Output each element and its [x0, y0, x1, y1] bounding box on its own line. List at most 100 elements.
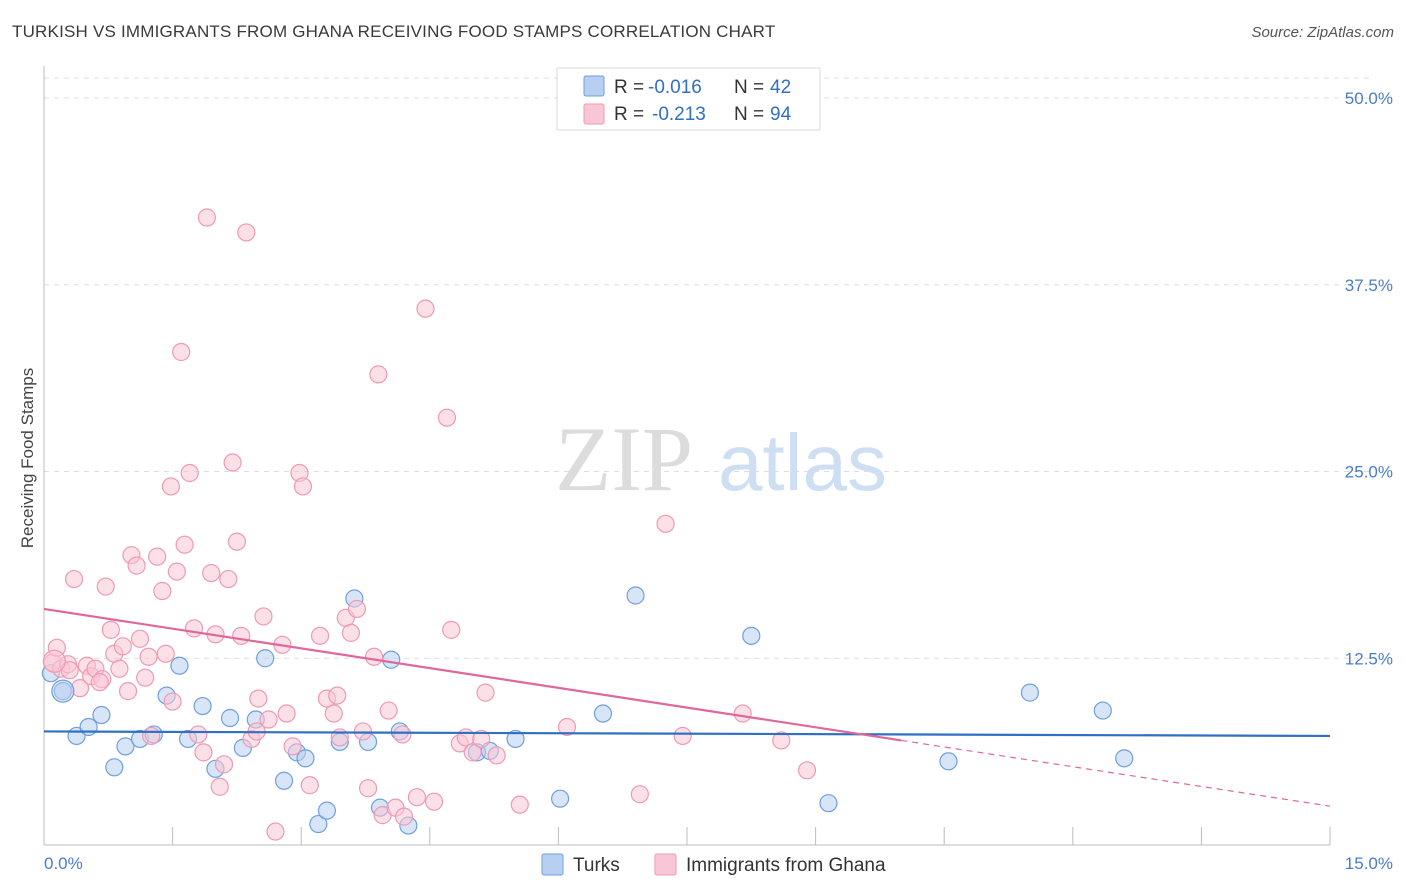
tick-labels: 12.5% 25.0% 37.5% 50.0% 0.0% 15.0%	[44, 89, 1393, 873]
legend-n-label-1: N =	[734, 77, 764, 98]
series-legend: Turks Immigrants from Ghana	[541, 853, 886, 876]
legend-n-label-2: N =	[734, 104, 764, 125]
y-tick-label: 50.0%	[1345, 89, 1393, 108]
point-ghana	[219, 569, 238, 589]
point-ghana	[90, 673, 109, 692]
watermark-zip: ZIP	[555, 408, 693, 510]
trend-lines	[43, 607, 1331, 807]
point-ghana	[202, 563, 221, 583]
point-ghana	[300, 776, 319, 795]
point-ghana	[283, 737, 302, 756]
point-ghana	[127, 556, 146, 575]
point-turks	[506, 729, 525, 749]
x-tick-label: 0.0%	[44, 854, 83, 873]
point-turks	[593, 704, 613, 723]
point-turks	[382, 650, 401, 669]
point-ghana	[153, 581, 172, 601]
legend-n-value-1: 42	[770, 77, 791, 98]
point-turks	[256, 649, 275, 668]
point-ghana	[254, 607, 273, 626]
point-ghana	[630, 785, 649, 804]
legend-r-label-1: R =	[614, 77, 644, 98]
point-ghana	[197, 208, 216, 227]
point-ghana	[328, 686, 347, 705]
point-turks	[1093, 701, 1112, 720]
point-ghana	[393, 725, 412, 744]
point-ghana	[656, 514, 675, 533]
legend-n-value-2: 94	[770, 104, 792, 125]
point-ghana	[407, 788, 427, 807]
point-ghana	[797, 761, 817, 780]
point-ghana	[310, 626, 330, 645]
point-turks	[170, 656, 189, 675]
point-ghana	[341, 623, 361, 642]
chart-source: Source: ZipAtlas.com	[1251, 24, 1394, 41]
bottom-legend-label-turks: Turks	[573, 855, 620, 876]
bottom-legend-label-ghana: Immigrants from Ghana	[686, 855, 886, 876]
point-ghana	[266, 822, 285, 841]
point-ghana	[130, 629, 150, 648]
point-turks	[79, 717, 98, 737]
point-turks	[939, 752, 958, 771]
point-ghana	[101, 620, 120, 639]
point-ghana	[416, 299, 435, 318]
point-turks	[742, 626, 761, 645]
point-ghana	[324, 704, 343, 723]
point-ghana	[472, 729, 491, 749]
point-ghana	[210, 777, 229, 796]
point-ghana	[442, 620, 461, 639]
point-ghana	[358, 779, 378, 798]
point-ghana	[424, 792, 444, 811]
legend-r-value-2: -0.213	[652, 104, 706, 125]
point-turks	[626, 586, 645, 605]
point-ghana	[237, 223, 256, 242]
point-ghana	[214, 755, 234, 774]
point-ghana	[487, 746, 506, 765]
point-ghana	[277, 704, 296, 723]
point-ghana	[293, 477, 313, 496]
point-turks	[551, 789, 570, 808]
point-ghana	[510, 795, 529, 814]
point-ghana	[227, 532, 246, 551]
chart-title: TURKISH VS IMMIGRANTS FROM GHANA RECEIVI…	[12, 22, 776, 41]
point-ghana	[175, 535, 194, 554]
point-ghana	[142, 726, 161, 746]
point-ghana	[232, 626, 251, 645]
point-ghana	[118, 682, 138, 701]
point-ghana	[347, 599, 367, 619]
trend-line-ghana-extension	[901, 739, 1331, 807]
point-ghana	[136, 668, 155, 687]
point-turks	[116, 737, 135, 756]
axes	[43, 66, 1331, 846]
y-tick-label: 12.5%	[1345, 649, 1393, 668]
bottom-legend-swatch-ghana	[654, 853, 677, 876]
point-turks	[317, 801, 337, 820]
point-ghana	[113, 637, 132, 656]
point-ghana	[64, 569, 84, 589]
point-ghana	[110, 659, 129, 678]
bottom-legend-swatch-turks	[541, 853, 564, 876]
point-turks-large	[51, 679, 75, 703]
point-ghana	[163, 692, 182, 711]
point-turks	[105, 758, 124, 777]
point-ghana	[259, 710, 278, 729]
point-ghana-large	[42, 649, 66, 673]
point-turks	[1020, 683, 1040, 702]
point-ghana	[223, 453, 242, 472]
legend-r-label-2: R =	[614, 104, 644, 125]
legend-swatch-ghana	[583, 103, 605, 125]
point-ghana	[156, 644, 175, 663]
point-ghana	[379, 701, 398, 720]
point-turks	[274, 771, 294, 790]
trend-line-ghana	[43, 607, 902, 742]
point-turks	[819, 794, 838, 813]
y-tick-label: 25.0%	[1345, 463, 1393, 482]
point-ghana	[139, 647, 158, 666]
trend-line-turks	[43, 730, 1331, 738]
y-tick-label: 37.5%	[1345, 276, 1393, 295]
point-ghana	[184, 619, 204, 638]
point-ghana	[772, 731, 791, 750]
point-ghana	[437, 408, 457, 427]
point-turks	[296, 749, 315, 768]
